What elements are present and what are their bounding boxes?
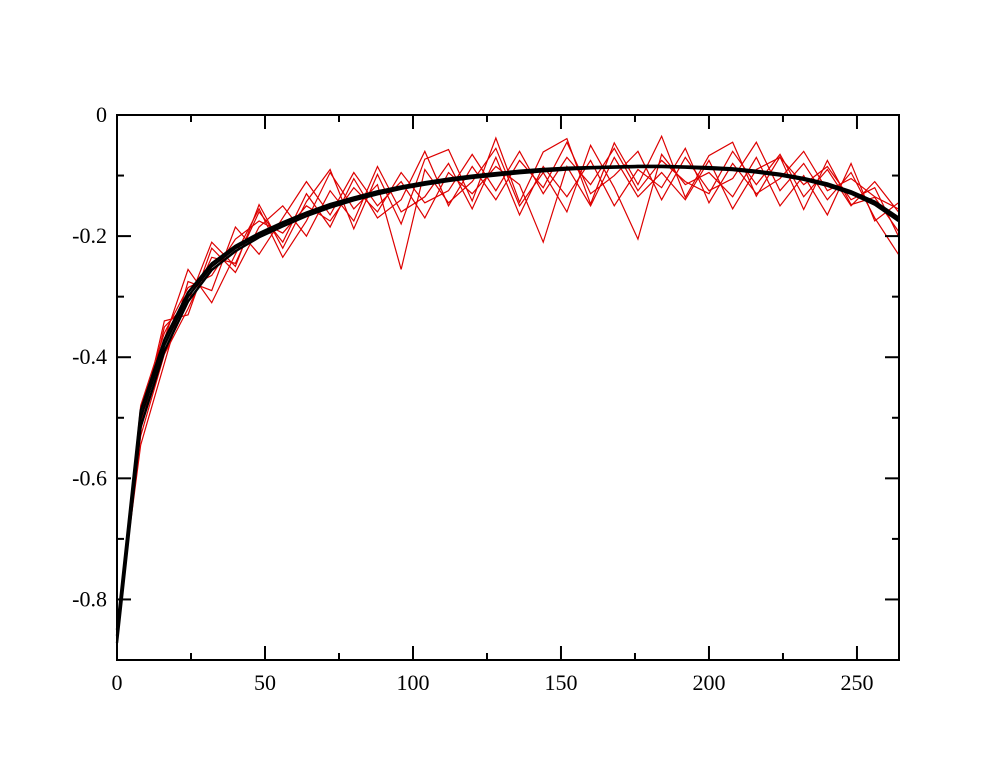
x-tick-label: 50: [254, 670, 276, 695]
y-tick-label: -0.2: [72, 223, 107, 248]
y-tick-label: -0.4: [72, 344, 107, 369]
x-tick-label: 200: [692, 670, 725, 695]
x-tick-label: 100: [396, 670, 429, 695]
plot-area: [117, 115, 899, 660]
series-noisy-sample-4: [116, 147, 899, 642]
y-tick-label: -0.8: [72, 586, 107, 611]
x-tick-label: 150: [544, 670, 577, 695]
y-tick-label: 0: [96, 102, 107, 127]
axes-frame: [116, 114, 900, 661]
x-tick-label: 250: [840, 670, 873, 695]
series-smooth-curve-3: [115, 164, 900, 630]
series-noisy-sample-3: [116, 140, 899, 630]
series-smooth-curve-2: [115, 165, 900, 644]
y-tick-label: -0.6: [72, 465, 107, 490]
x-tick-label: 0: [112, 670, 123, 695]
series-noisy-sample-6: [116, 143, 899, 633]
